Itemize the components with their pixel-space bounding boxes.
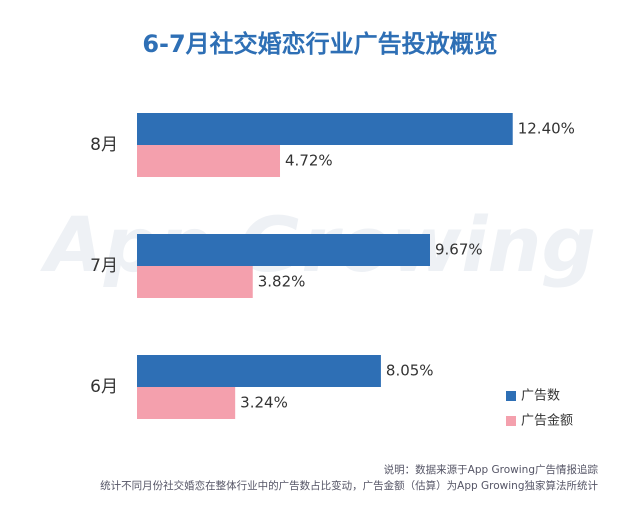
legend-swatch <box>506 416 516 426</box>
category-label: 8月 <box>90 135 118 155</box>
value-label: 4.72% <box>285 152 333 170</box>
bar <box>137 355 381 387</box>
note: 统计不同月份社交婚恋在整体行业中的广告数占比变动，广告金额（估算）为App Gr… <box>100 479 598 492</box>
note: 说明：数据来源于App Growing广告情报追踪 <box>384 463 599 476</box>
value-label: 12.40% <box>518 120 575 138</box>
category-label: 6月 <box>90 377 118 397</box>
value-label: 3.82% <box>258 273 306 291</box>
category-label: 7月 <box>90 256 118 276</box>
legend-label: 广告金额 <box>521 413 573 429</box>
bar <box>137 266 253 298</box>
value-label: 8.05% <box>386 362 434 380</box>
bar <box>137 387 236 419</box>
value-label: 3.24% <box>240 394 288 412</box>
bar <box>137 113 513 145</box>
bar <box>137 234 431 266</box>
value-label: 9.67% <box>435 241 483 259</box>
legend-label: 广告数 <box>521 389 560 404</box>
chart-title: 6-7月社交婚恋行业广告投放概览 <box>142 30 497 58</box>
bar <box>137 145 281 177</box>
legend-swatch <box>506 391 516 401</box>
